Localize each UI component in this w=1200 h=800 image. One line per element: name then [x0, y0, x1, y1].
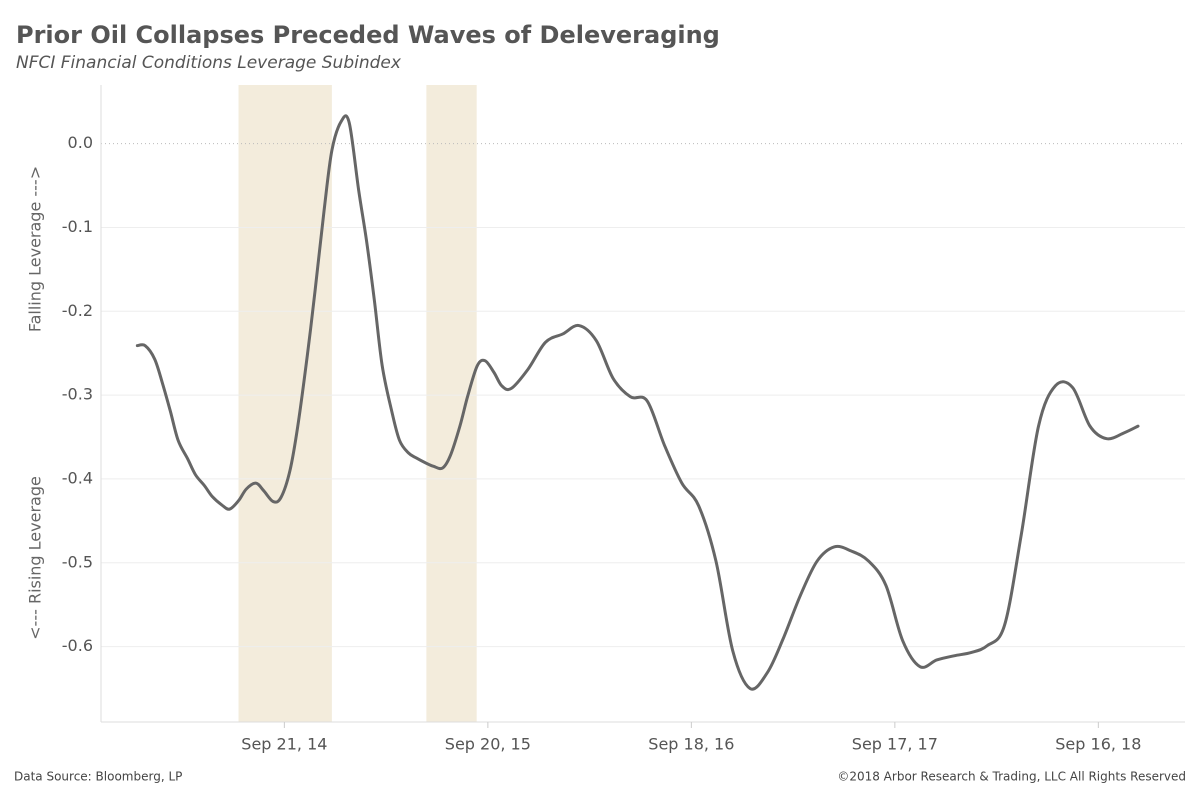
source-note: Data Source: Bloomberg, LP [14, 770, 182, 784]
y-axis-label: Falling Leverage ---> [26, 166, 45, 332]
chart-title: Prior Oil Collapses Preceded Waves of De… [16, 21, 720, 49]
x-tick-label: Sep 16, 18 [1055, 735, 1141, 754]
y-tick-label: -0.6 [62, 636, 93, 655]
y-axis-label: <--- Rising Leverage [26, 476, 45, 640]
data-line [135, 114, 1140, 691]
x-tick-label: Sep 20, 15 [445, 735, 531, 754]
y-tick-label: 0.0 [68, 133, 93, 152]
shaded-range [426, 85, 477, 722]
y-tick-label: -0.1 [62, 217, 93, 236]
y-tick-label: -0.4 [62, 468, 93, 487]
x-tick-label: Sep 18, 16 [648, 735, 734, 754]
copyright-note: ©2018 Arbor Research & Trading, LLC All … [837, 770, 1186, 784]
y-tick-label: -0.2 [62, 301, 93, 320]
chart-subtitle: NFCI Financial Conditions Leverage Subin… [16, 53, 402, 73]
y-tick-label: -0.5 [62, 552, 93, 571]
shaded-range [238, 85, 332, 722]
y-tick-label: -0.3 [62, 385, 93, 404]
x-tick-label: Sep 21, 14 [241, 735, 327, 754]
x-tick-label: Sep 17, 17 [852, 735, 938, 754]
